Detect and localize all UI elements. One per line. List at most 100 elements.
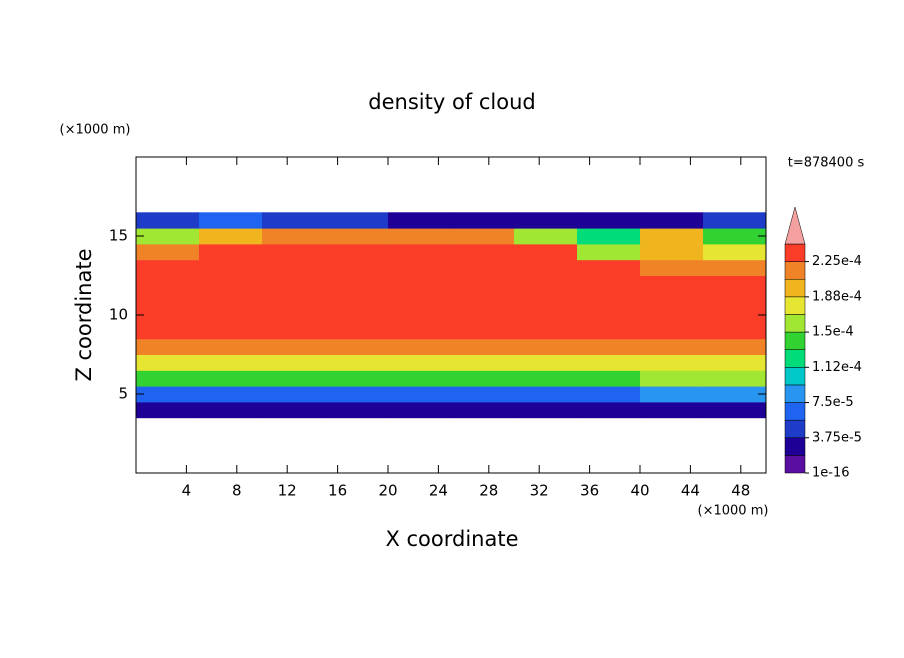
field-cell xyxy=(640,259,704,276)
field-cell xyxy=(388,259,452,276)
colorbar-box xyxy=(784,367,806,386)
field-cell xyxy=(703,307,767,324)
field-cell xyxy=(325,307,389,324)
field-cell xyxy=(325,338,389,355)
field-cell xyxy=(577,338,641,355)
x-tick-label: 32 xyxy=(530,482,549,500)
field-cell xyxy=(136,228,200,245)
field-cell xyxy=(199,322,263,340)
field-cell xyxy=(262,322,326,340)
x-axis-label: X coordinate xyxy=(385,527,518,551)
field-cell xyxy=(703,338,767,355)
field-cell xyxy=(451,259,515,276)
field-cell xyxy=(577,370,641,387)
field-cell xyxy=(514,212,578,229)
field-cell xyxy=(388,386,452,403)
field-cell xyxy=(199,401,263,419)
field-cell xyxy=(451,370,515,387)
field-cell xyxy=(577,307,641,324)
field-cell xyxy=(388,354,452,371)
field-cell xyxy=(640,322,704,340)
colorbar-box xyxy=(784,314,806,333)
field-cell xyxy=(136,338,200,355)
field-cell xyxy=(388,275,452,292)
field-cell xyxy=(577,228,641,245)
field-cell xyxy=(640,307,704,324)
field-cell xyxy=(703,275,767,292)
y-unit: (×1000 m) xyxy=(60,123,131,138)
colorbar-box xyxy=(784,278,806,298)
field-cell xyxy=(325,291,389,308)
field-cell xyxy=(514,259,578,276)
colorbar-box xyxy=(784,402,806,421)
field-cell xyxy=(451,243,515,261)
field-cell xyxy=(325,212,389,229)
field-cell xyxy=(136,259,200,276)
field-cell xyxy=(640,338,704,355)
field-cell xyxy=(514,386,578,403)
colorbar-tick-label: 3.75e-5 xyxy=(812,430,862,445)
field-cell xyxy=(703,228,767,245)
field-cell xyxy=(199,212,263,229)
field-cell xyxy=(577,401,641,419)
field-cell xyxy=(325,354,389,371)
colorbar-tick-label: 1.12e-4 xyxy=(812,360,862,375)
colorbar-tick-label: 2.25e-4 xyxy=(812,254,862,269)
field-cell xyxy=(136,386,200,403)
field-cell xyxy=(577,259,641,276)
field-cell xyxy=(514,354,578,371)
field-cell xyxy=(514,243,578,261)
field-cell xyxy=(325,243,389,261)
field-cell xyxy=(262,228,326,245)
field-cell xyxy=(199,243,263,261)
field-cell xyxy=(136,401,200,419)
colorbar-box xyxy=(784,455,806,474)
field-cell xyxy=(262,275,326,292)
field-cell xyxy=(136,322,200,340)
field-cell xyxy=(703,354,767,371)
field-cell xyxy=(451,354,515,371)
field-cell xyxy=(577,275,641,292)
colorbar-tick-label: 1.5e-4 xyxy=(812,325,854,340)
field-cell xyxy=(262,401,326,419)
field-cell xyxy=(199,370,263,387)
y-tick-label: 5 xyxy=(118,385,128,403)
field-cell xyxy=(136,275,200,292)
field-cell xyxy=(262,338,326,355)
field-cell xyxy=(136,307,200,324)
field-cell xyxy=(703,322,767,340)
field-cell xyxy=(451,212,515,229)
x-tick-label: 8 xyxy=(232,482,242,500)
field-cell xyxy=(451,338,515,355)
field-cell xyxy=(640,354,704,371)
field-cell xyxy=(640,370,704,387)
colorbar-box xyxy=(784,331,806,350)
x-tick-label: 44 xyxy=(681,482,700,500)
field-cell xyxy=(640,275,704,292)
field-cell xyxy=(451,401,515,419)
field-cell xyxy=(703,212,767,229)
field-cell xyxy=(199,386,263,403)
field-cell xyxy=(262,291,326,308)
field-cell xyxy=(199,228,263,245)
field-cell xyxy=(388,228,452,245)
field-cell xyxy=(325,401,389,419)
time-label: t=878400 s xyxy=(788,156,865,171)
field-cell xyxy=(325,259,389,276)
field-cell xyxy=(136,354,200,371)
field-cell xyxy=(703,370,767,387)
field-cell xyxy=(199,291,263,308)
field-cell xyxy=(640,212,704,229)
field-cell xyxy=(262,259,326,276)
x-tick-label: 4 xyxy=(182,482,192,500)
field-cell xyxy=(325,370,389,387)
field-cell xyxy=(199,338,263,355)
field-cell xyxy=(514,401,578,419)
field-cell xyxy=(325,275,389,292)
colorbar-overflow xyxy=(784,206,806,245)
colorbar-box xyxy=(784,243,806,262)
field xyxy=(136,212,767,419)
colorbar-tick-label: 1e-16 xyxy=(812,466,850,481)
field-cell xyxy=(514,275,578,292)
field-cell xyxy=(514,338,578,355)
